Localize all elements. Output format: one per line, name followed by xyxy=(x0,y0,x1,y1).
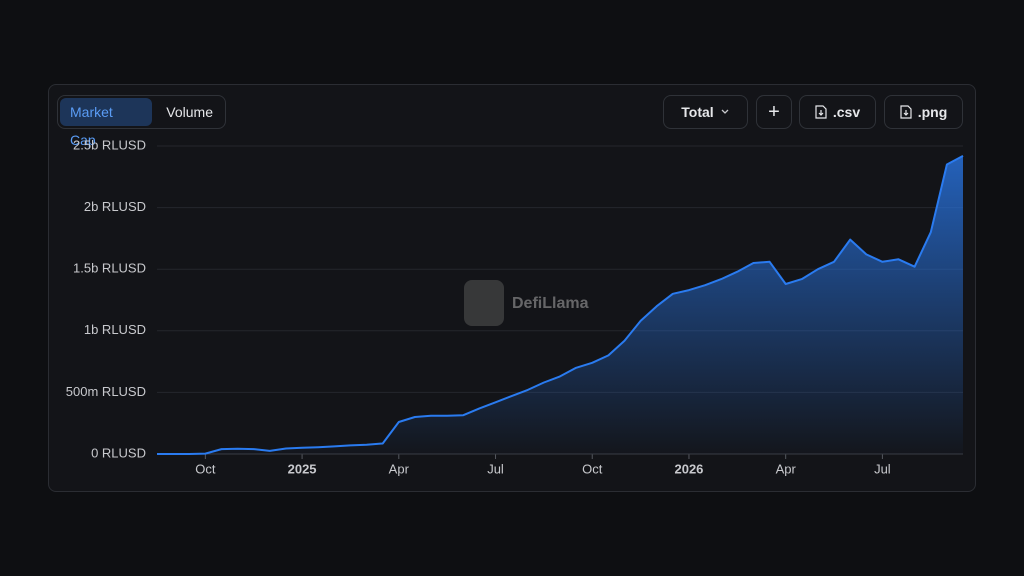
x-tick-label: Jul xyxy=(874,461,891,476)
y-tick-label: 0 RLUSD xyxy=(91,445,146,460)
watermark: DefiLlama xyxy=(464,280,589,326)
y-tick-label: 2.5b RLUSD xyxy=(73,137,146,152)
x-tick-label: 2026 xyxy=(674,461,703,476)
x-tick-label: Apr xyxy=(389,461,410,476)
png-button[interactable]: .png xyxy=(884,95,963,129)
x-tick-label: Apr xyxy=(776,461,797,476)
add-button[interactable]: + xyxy=(756,95,792,129)
button-label: + xyxy=(768,100,780,123)
y-tick-label: 2b RLUSD xyxy=(84,199,146,214)
x-tick-label: Oct xyxy=(582,461,603,476)
y-tick-label: 1.5b RLUSD xyxy=(73,261,146,276)
button-label: .csv xyxy=(832,104,861,120)
tab-group: Market Cap Volume xyxy=(57,95,226,148)
y-tick-label: 500m RLUSD xyxy=(66,384,146,399)
button-label: Total xyxy=(681,104,714,120)
button-label: .png xyxy=(917,104,948,120)
x-tick-label: Oct xyxy=(195,461,216,476)
csv-button[interactable]: .csv xyxy=(799,95,876,129)
area xyxy=(157,155,963,454)
watermark-logo xyxy=(464,280,504,326)
line xyxy=(157,155,964,455)
x-tick-label: Jul xyxy=(487,461,504,476)
tab[interactable]: Volume xyxy=(166,104,213,120)
total-button[interactable]: Total xyxy=(663,95,748,129)
tab[interactable]: Market Cap xyxy=(60,98,153,148)
file-icon xyxy=(900,105,912,119)
y-tick-label: 1b RLUSD xyxy=(84,322,146,337)
file-icon xyxy=(815,105,827,119)
x-tick-label: 2025 xyxy=(288,461,317,476)
chevron-icon xyxy=(721,109,729,114)
watermark-text: DefiLlama xyxy=(512,295,589,312)
